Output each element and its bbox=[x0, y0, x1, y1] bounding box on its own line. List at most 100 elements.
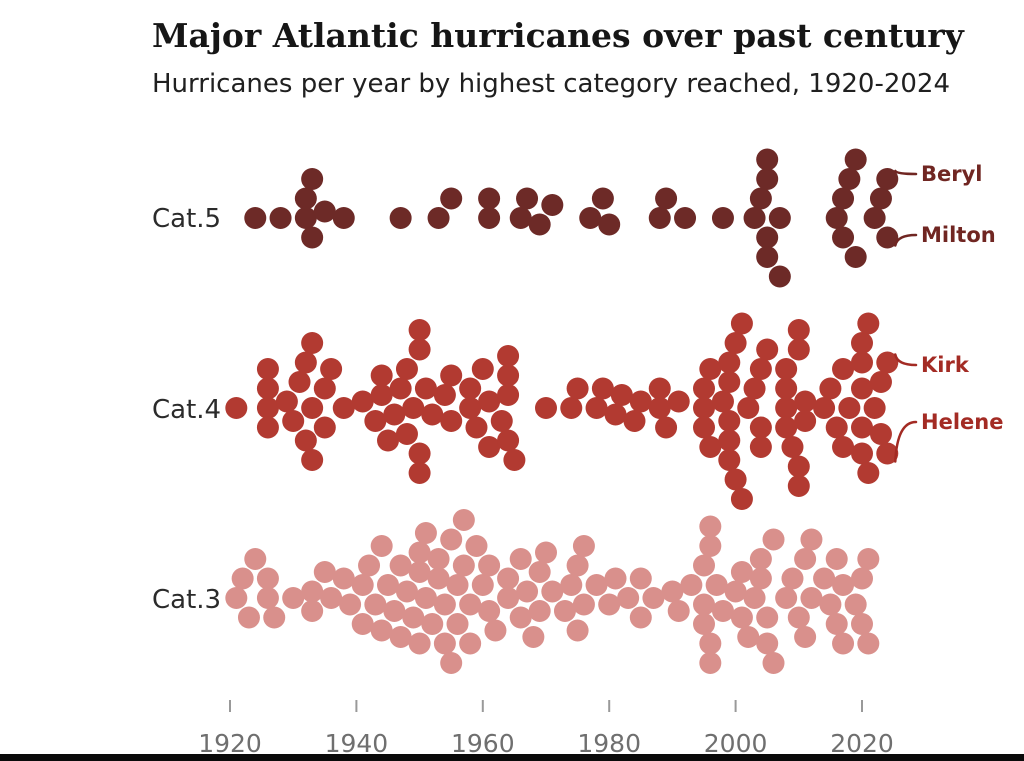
hurricane-dot-cat5-1989 bbox=[655, 187, 678, 210]
hurricane-dot-cat3-1958 bbox=[459, 632, 482, 655]
hurricane-dot-cat3-1968 bbox=[522, 626, 545, 648]
hurricane-dot-cat5-1932 bbox=[294, 207, 317, 229]
hurricane-dot-cat4-1952 bbox=[421, 403, 444, 426]
hurricane-dot-cat3-1953 bbox=[427, 548, 450, 570]
hurricane-dot-cat3-1996 bbox=[699, 535, 722, 557]
hurricane-dot-cat4-2010 bbox=[787, 338, 810, 361]
hurricane-dot-cat4-2016 bbox=[825, 416, 848, 439]
hurricane-dot-cat3-1996 bbox=[699, 652, 722, 674]
hurricane-dot-cat4-2008 bbox=[775, 397, 798, 419]
hurricane-dot-cat3-1964 bbox=[497, 587, 520, 609]
hurricane-dot-cat3-2001 bbox=[730, 561, 753, 583]
hurricane-dot-cat5-1998 bbox=[711, 207, 734, 229]
hurricane-dot-cat5-1953 bbox=[427, 207, 450, 229]
hurricane-dot-cat3-1944 bbox=[370, 619, 393, 642]
hurricane-dot-cat4-1933 bbox=[301, 332, 324, 354]
hurricane-dot-cat3-1957 bbox=[452, 554, 475, 577]
hurricane-dot-cat3-1950 bbox=[408, 541, 431, 564]
hurricane-dot-cat4-1979 bbox=[591, 377, 614, 400]
hurricane-dot-cat3-1969 bbox=[528, 600, 551, 622]
hurricane-dot-cat4-2023 bbox=[869, 371, 892, 393]
hurricane-dot-cat3-1956 bbox=[446, 574, 469, 596]
hurricane-dot-cat4-2005 bbox=[756, 338, 779, 361]
axis-tick-label-1960: 1960 bbox=[451, 729, 515, 758]
hurricane-dot-cat5-2007 bbox=[768, 265, 791, 288]
hurricane-dot-cat4-1984 bbox=[623, 410, 646, 432]
hurricane-dot-cat4-1926 bbox=[256, 377, 279, 400]
hurricane-dot-cat5-1961 bbox=[478, 207, 501, 229]
axis-tick-label-1920: 1920 bbox=[198, 729, 262, 758]
hurricane-dot-cat3-1949 bbox=[402, 606, 425, 629]
hurricane-dot-cat5-1938 bbox=[332, 207, 355, 229]
hurricane-dot-cat3-2017 bbox=[832, 574, 855, 596]
hurricane-dot-cat4-1947 bbox=[389, 377, 412, 400]
hurricane-dot-cat4-1964 bbox=[497, 345, 520, 367]
hurricane-dot-cat4-2011 bbox=[794, 390, 817, 413]
hurricane-dot-cat3-1927 bbox=[263, 606, 286, 629]
hurricane-dot-cat5-2005 bbox=[756, 226, 779, 249]
hurricane-dot-cat5-2007 bbox=[768, 207, 791, 229]
hurricane-dot-cat3-1975 bbox=[566, 554, 589, 577]
hurricane-dot-cat5-2017 bbox=[832, 226, 855, 249]
hurricane-dot-cat3-2012 bbox=[800, 587, 823, 609]
hurricane-dot-cat4-2020 bbox=[851, 377, 873, 400]
hurricane-dot-cat5-2019 bbox=[844, 148, 867, 171]
helene-pointer-line bbox=[894, 420, 918, 463]
dots-layer bbox=[225, 148, 899, 674]
hurricane-dot-cat3-2021 bbox=[857, 632, 880, 655]
hurricane-dot-cat4-2017 bbox=[832, 358, 855, 380]
hurricane-dot-cat5-2005 bbox=[756, 168, 779, 190]
hurricane-dot-cat5-1935 bbox=[313, 200, 336, 223]
hurricane-dot-cat4-2017 bbox=[832, 436, 855, 458]
hurricane-dot-cat4-1949 bbox=[402, 397, 425, 419]
hurricane-dot-cat3-1935 bbox=[313, 561, 336, 583]
hurricane-dot-cat4-2008 bbox=[775, 377, 798, 400]
hurricane-dot-cat4-1930 bbox=[282, 410, 305, 432]
hurricane-dot-cat4-1945 bbox=[377, 429, 399, 452]
hurricane-dot-cat4-1961 bbox=[478, 390, 501, 413]
x-axis: 1920 1940 1960 1980 2000 2020 bbox=[198, 700, 894, 758]
hurricane-dot-cat3-2003 bbox=[743, 587, 766, 609]
hurricane-dot-cat3-1954 bbox=[433, 632, 456, 655]
hurricane-dot-cat3-2020 bbox=[851, 613, 873, 635]
hurricane-dot-cat4-2020 bbox=[851, 351, 873, 374]
hurricane-dot-cat3-1950 bbox=[408, 561, 431, 583]
hurricane-dot-cat4-1926 bbox=[256, 397, 279, 419]
hurricane-dot-cat3-1981 bbox=[604, 567, 627, 590]
hurricane-dot-cat4-1999 bbox=[718, 371, 741, 393]
hurricane-dot-cat3-1922 bbox=[231, 567, 254, 590]
hurricane-dot-cat4-1989 bbox=[655, 416, 678, 439]
hurricane-dot-cat4-1964 bbox=[497, 429, 520, 452]
hurricane-dot-cat5-2023 bbox=[869, 187, 892, 210]
hurricane-dot-cat3-1993 bbox=[680, 574, 703, 596]
hurricane-dot-cat4-1958 bbox=[459, 397, 482, 419]
hurricane-dot-cat4-1959 bbox=[465, 416, 488, 439]
hurricane-dot-cat3-1997 bbox=[705, 574, 728, 596]
hurricane-dot-cat4-1998 bbox=[711, 390, 734, 413]
hurricane-dot-cat4-1963 bbox=[490, 410, 513, 432]
hurricane-dot-cat3-1962 bbox=[484, 619, 507, 642]
hurricane-dot-cat4-1921 bbox=[225, 397, 248, 419]
hurricane-dot-cat3-1966 bbox=[509, 606, 532, 629]
hurricane-dot-cat5-2022 bbox=[863, 207, 886, 229]
hurricane-dot-cat5-2016 bbox=[825, 207, 848, 229]
axis-tick-label-1980: 1980 bbox=[577, 729, 641, 758]
hurricane-dot-cat3-1941 bbox=[351, 613, 374, 635]
hurricane-dot-cat4-2021 bbox=[857, 462, 880, 484]
row-label-cat3: Cat.3 bbox=[152, 585, 221, 615]
hurricane-dot-cat3-1958 bbox=[459, 593, 482, 616]
hurricane-dot-cat4-1999 bbox=[718, 351, 741, 374]
hurricane-dot-cat3-1959 bbox=[465, 535, 488, 557]
hurricane-dot-cat3-1985 bbox=[629, 606, 652, 629]
hurricane-dot-cat3-1941 bbox=[351, 574, 374, 596]
kirk-pointer-line bbox=[894, 353, 918, 367]
hurricane-dot-cat3-1926 bbox=[256, 587, 279, 609]
hurricane-dot-cat3-1933 bbox=[301, 580, 324, 603]
hurricane-dot-cat4-2000 bbox=[724, 332, 747, 354]
hurricane-dot-cat4-1964 bbox=[497, 364, 520, 387]
bottom-border-bar bbox=[0, 754, 1024, 761]
hurricane-dot-cat4-2001 bbox=[730, 312, 753, 335]
hurricane-dot-cat4-1995 bbox=[693, 416, 715, 439]
chart-title: Major Atlantic hurricanes over past cent… bbox=[152, 16, 965, 55]
hurricane-dot-cat3-2020 bbox=[851, 567, 873, 590]
